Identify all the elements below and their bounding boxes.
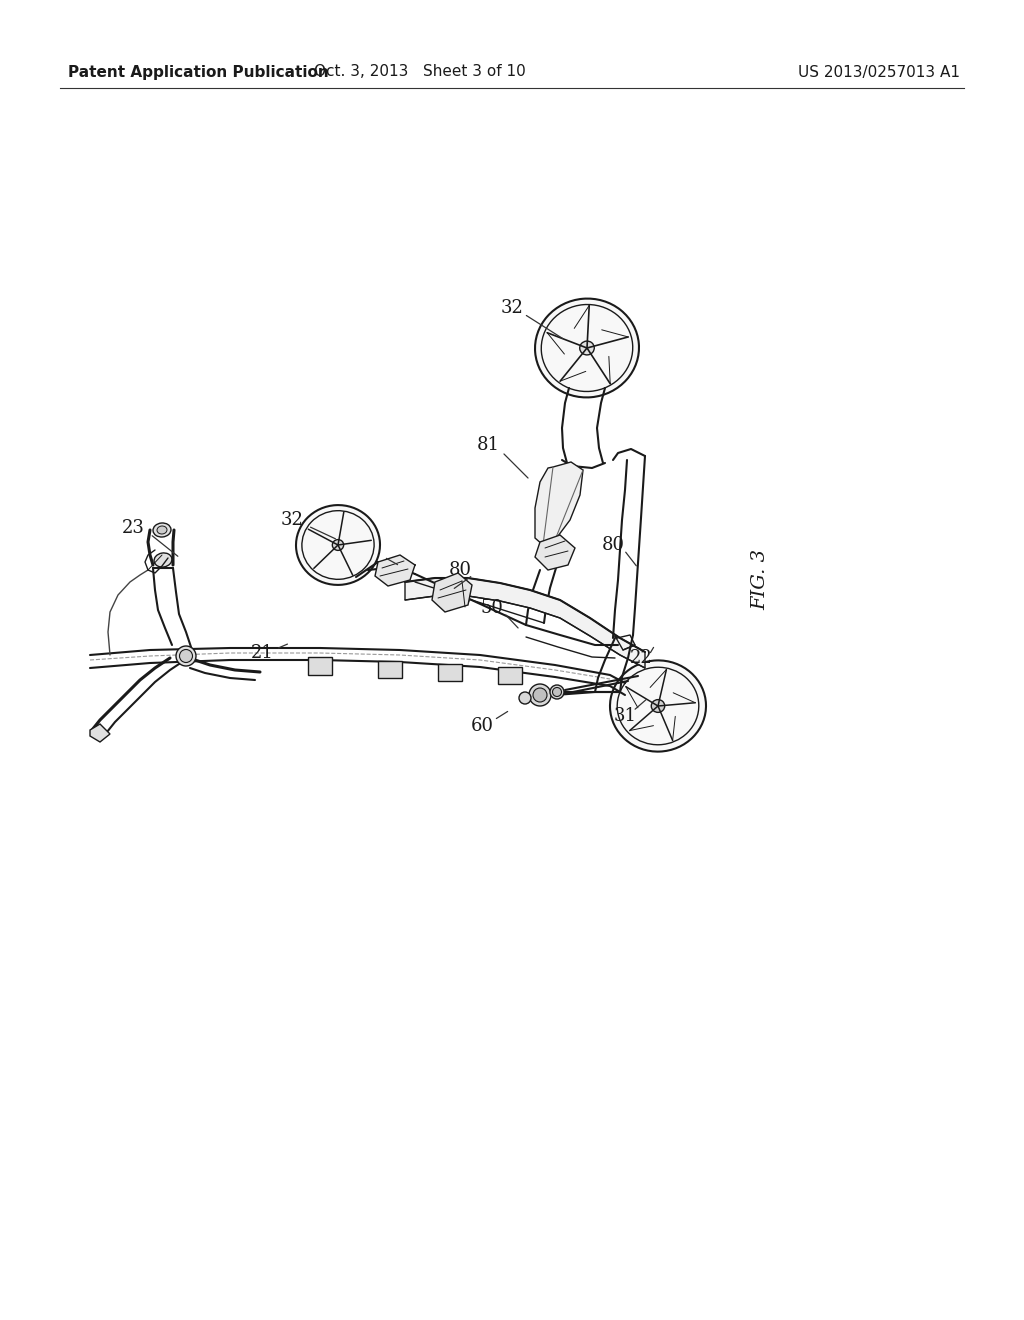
- Ellipse shape: [534, 688, 547, 702]
- Polygon shape: [375, 554, 415, 586]
- Text: 32: 32: [501, 300, 523, 317]
- Text: 80: 80: [601, 536, 625, 554]
- Text: 22: 22: [630, 649, 652, 667]
- Text: 32: 32: [281, 511, 303, 529]
- Ellipse shape: [610, 660, 706, 751]
- Polygon shape: [90, 723, 110, 742]
- Text: Patent Application Publication: Patent Application Publication: [68, 65, 329, 79]
- Polygon shape: [498, 667, 522, 684]
- Ellipse shape: [535, 298, 639, 397]
- Text: 60: 60: [470, 717, 494, 735]
- Ellipse shape: [651, 700, 665, 713]
- Ellipse shape: [153, 523, 171, 537]
- Text: 50: 50: [480, 599, 504, 616]
- Text: FIG. 3: FIG. 3: [751, 549, 769, 610]
- Ellipse shape: [550, 685, 564, 700]
- Text: 23: 23: [122, 519, 144, 537]
- Polygon shape: [378, 661, 402, 678]
- Ellipse shape: [519, 692, 531, 704]
- Ellipse shape: [154, 553, 172, 568]
- Text: 81: 81: [476, 436, 500, 454]
- Ellipse shape: [296, 506, 380, 585]
- Polygon shape: [438, 664, 462, 681]
- Text: 80: 80: [449, 561, 471, 579]
- Text: Oct. 3, 2013   Sheet 3 of 10: Oct. 3, 2013 Sheet 3 of 10: [314, 65, 526, 79]
- Text: 21: 21: [251, 644, 273, 663]
- Polygon shape: [308, 657, 332, 675]
- Polygon shape: [432, 573, 472, 612]
- Text: 31: 31: [613, 708, 637, 725]
- Ellipse shape: [157, 525, 167, 535]
- Ellipse shape: [461, 597, 469, 605]
- Ellipse shape: [529, 684, 551, 706]
- Text: 81: 81: [355, 543, 379, 561]
- Text: US 2013/0257013 A1: US 2013/0257013 A1: [798, 65, 961, 79]
- Polygon shape: [535, 535, 575, 570]
- Polygon shape: [535, 462, 583, 545]
- Ellipse shape: [580, 341, 594, 355]
- Ellipse shape: [553, 688, 561, 697]
- Polygon shape: [406, 578, 645, 668]
- Ellipse shape: [179, 649, 193, 663]
- Ellipse shape: [176, 645, 196, 667]
- Ellipse shape: [333, 540, 344, 550]
